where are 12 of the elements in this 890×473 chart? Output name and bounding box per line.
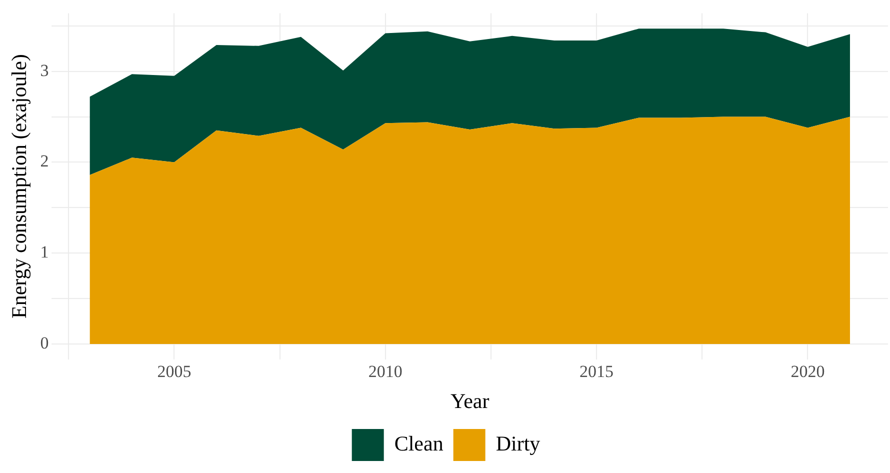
x-axis-title: Year [450, 388, 490, 413]
y-tick-label: 3 [40, 60, 49, 80]
y-axis-title: Energy consumption (exajoule) [7, 54, 32, 318]
y-tick-label: 2 [40, 152, 49, 171]
legend-label: Clean [394, 432, 444, 456]
y-tick-label: 0 [40, 333, 49, 352]
x-tick-label: 2005 [157, 362, 192, 382]
y-tick-label: 1 [40, 242, 49, 262]
x-tick-label: 2020 [790, 362, 825, 382]
x-tick-label: 2015 [580, 362, 614, 382]
legend-label: Dirty [496, 432, 541, 456]
x-tick-label: 2010 [368, 362, 402, 382]
